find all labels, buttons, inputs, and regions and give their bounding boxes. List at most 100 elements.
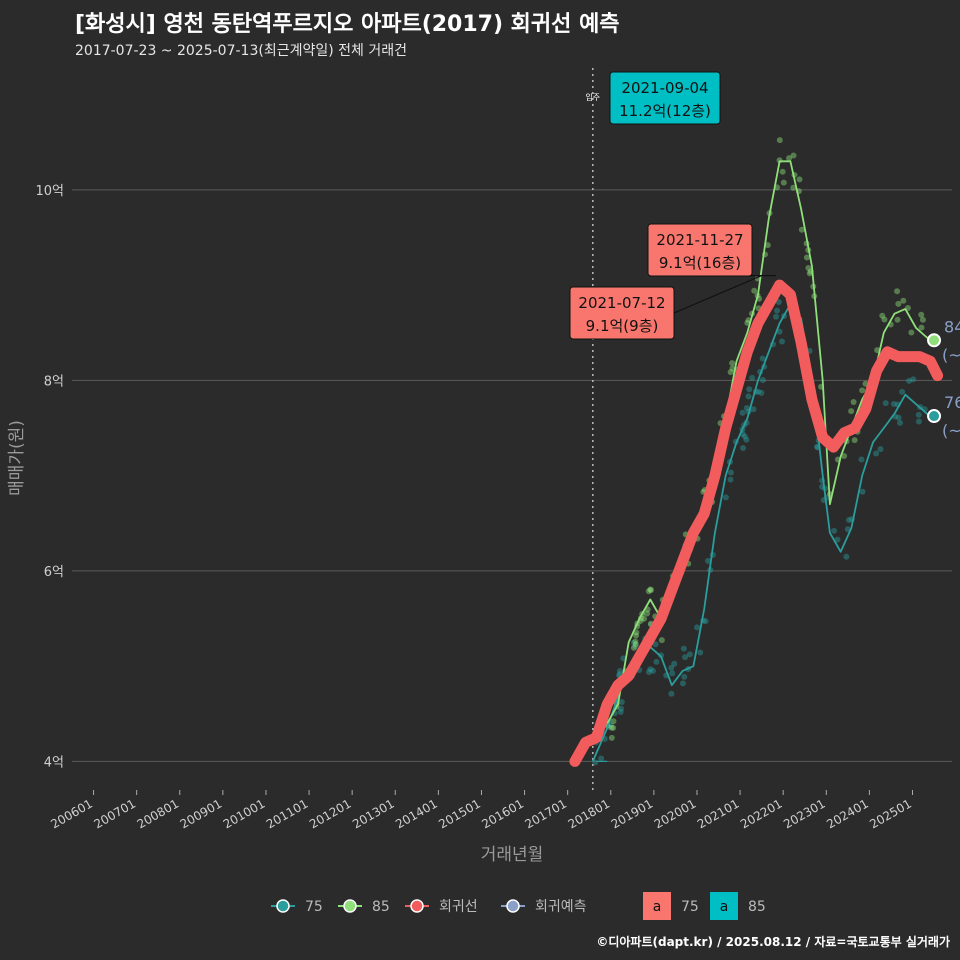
- x-tick-label: 201701: [522, 796, 569, 831]
- scatter-point: [831, 527, 838, 534]
- x-tick-label: 201501: [436, 796, 483, 831]
- scatter-point: [879, 312, 886, 319]
- scatter-point: [694, 624, 701, 631]
- scatter-point: [741, 433, 748, 440]
- scatter-point: [649, 667, 656, 674]
- scatter-point: [668, 690, 675, 697]
- x-tick-label: 201401: [393, 796, 440, 831]
- legend: 75 85 회귀선 회귀예측 a 75 a 85: [271, 892, 766, 920]
- x-tick-label: 201201: [307, 796, 354, 831]
- x-tick-label: 202101: [695, 796, 742, 831]
- scatter-point: [740, 445, 747, 452]
- end-label-area: (~75㎡): [942, 421, 960, 440]
- scatter-point: [630, 644, 637, 651]
- scatter-point: [618, 705, 625, 712]
- scatter-point: [899, 388, 906, 395]
- scatter-point: [882, 400, 889, 407]
- y-tick-label: 6억: [44, 565, 64, 580]
- scatter-point: [610, 724, 617, 731]
- scatter-point: [632, 641, 639, 648]
- x-tick-label: 201001: [221, 796, 268, 831]
- scatter-point: [632, 643, 639, 650]
- scatter-point: [848, 408, 855, 415]
- annotation-price: 11.2억(12층): [619, 102, 711, 120]
- scatter-point: [610, 718, 617, 725]
- scatter-point: [776, 137, 783, 144]
- scatter-point: [729, 360, 736, 367]
- scatter-point: [790, 152, 797, 159]
- scatter-point: [755, 388, 762, 395]
- annotation-date: 2021-07-12: [578, 294, 665, 312]
- scatter-point: [779, 338, 786, 345]
- scatter-point: [598, 755, 605, 762]
- scatter-point: [679, 680, 686, 687]
- scatter-point: [773, 313, 780, 320]
- scatter-point: [671, 660, 678, 667]
- scatter-layer: [592, 137, 928, 766]
- scatter-point: [895, 414, 902, 421]
- scatter-point: [774, 307, 781, 314]
- x-tick-label: 202201: [738, 796, 785, 831]
- scatter-point: [896, 419, 903, 426]
- legend-swatch: [506, 899, 520, 913]
- move-in-label: 입주: [585, 93, 600, 102]
- scatter-point: [644, 610, 651, 617]
- annotation-box: [647, 223, 753, 277]
- credit-text: ©디아파트(dapt.kr) / 2025.08.12 / 자료=국토교통부 실…: [596, 935, 950, 949]
- end-label-value: 84,209: [944, 317, 960, 336]
- scatter-point: [806, 270, 813, 277]
- x-tick-label: 201901: [609, 796, 656, 831]
- scatter-point: [919, 316, 926, 323]
- scatter-point: [652, 641, 659, 648]
- scatter-point: [633, 629, 640, 636]
- regression-line: [569, 279, 944, 767]
- annotation-price: 9.1억(9층): [586, 317, 659, 335]
- scatter-point: [697, 649, 704, 656]
- annotation-price: 9.1억(16층): [659, 254, 741, 272]
- grid-layer: [72, 68, 952, 790]
- scatter-point: [859, 488, 866, 495]
- scatter-point: [682, 654, 689, 661]
- scatter-point: [758, 389, 765, 396]
- scatter-point: [798, 226, 805, 233]
- scatter-point: [841, 452, 848, 459]
- scatter-point: [834, 536, 841, 543]
- scatter-point: [780, 179, 787, 186]
- scatter-point: [743, 436, 750, 443]
- legend-box: [710, 892, 738, 920]
- scatter-point: [775, 298, 782, 305]
- legend-box-glyph: a: [720, 899, 729, 915]
- legend-label: 85: [748, 899, 766, 915]
- scatter-point: [843, 553, 850, 560]
- scatter-point: [645, 669, 652, 676]
- x-tick-label: 201101: [264, 796, 311, 831]
- scatter-point: [647, 586, 654, 593]
- chart-title: [화성시] 영천 동탄역푸르지오 아파트(2017) 회귀선 예측: [75, 12, 620, 37]
- legend-label: 75: [305, 899, 323, 915]
- scatter-point: [608, 734, 615, 741]
- scatter-point: [668, 664, 675, 671]
- scatter-point: [727, 476, 734, 483]
- scatter-point: [746, 386, 753, 393]
- scatter-point: [845, 517, 852, 524]
- x-tick-label: 200901: [178, 796, 225, 831]
- x-tick-label: 202401: [824, 796, 871, 831]
- scatter-point: [894, 316, 901, 323]
- annotation-leader: [673, 275, 762, 314]
- scatter-point: [658, 637, 665, 644]
- scatter-point: [895, 300, 902, 307]
- scatter-point: [633, 632, 640, 639]
- scatter-point: [918, 311, 925, 318]
- scatter-point: [750, 406, 757, 413]
- scatter-point: [653, 658, 660, 665]
- scatter-point: [727, 369, 734, 376]
- x-tick-label: 200801: [135, 796, 182, 831]
- scatter-point: [630, 639, 637, 646]
- legend-swatch: [410, 899, 424, 913]
- annotation-box: [609, 71, 721, 125]
- scatter-point: [617, 708, 624, 715]
- scatter-point: [705, 557, 712, 564]
- legend-label: 회귀예측: [535, 899, 587, 915]
- scatter-point: [647, 666, 654, 673]
- scatter-point: [739, 409, 746, 416]
